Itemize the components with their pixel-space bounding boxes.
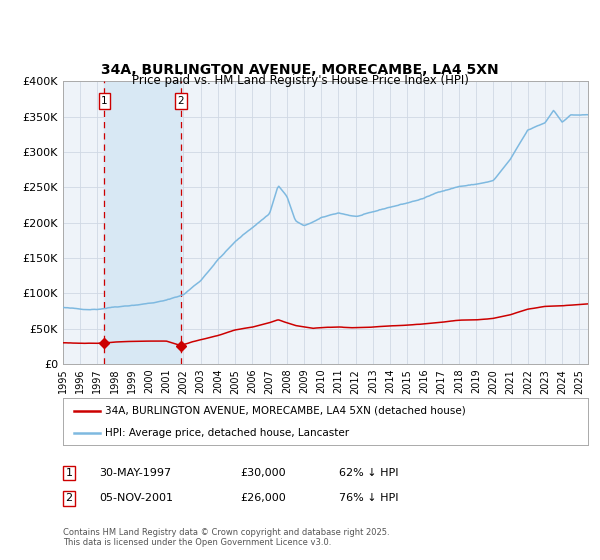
Text: 62% ↓ HPI: 62% ↓ HPI [339,468,398,478]
Text: 30-MAY-1997: 30-MAY-1997 [99,468,171,478]
Text: 34A, BURLINGTON AVENUE, MORECAMBE, LA4 5XN (detached house): 34A, BURLINGTON AVENUE, MORECAMBE, LA4 5… [105,406,466,416]
Text: 1: 1 [65,468,73,478]
Bar [104,81,181,364]
Text: 76% ↓ HPI: 76% ↓ HPI [339,493,398,503]
Text: 34A, BURLINGTON AVENUE, MORECAMBE, LA4 5XN: 34A, BURLINGTON AVENUE, MORECAMBE, LA4 5… [101,63,499,77]
Text: 1: 1 [101,96,108,106]
Text: 05-NOV-2001: 05-NOV-2001 [99,493,173,503]
Text: Price paid vs. HM Land Registry's House Price Index (HPI): Price paid vs. HM Land Registry's House … [131,74,469,87]
Text: £26,000: £26,000 [240,493,286,503]
Text: 2: 2 [65,493,73,503]
Text: Contains HM Land Registry data © Crown copyright and database right 2025.
This d: Contains HM Land Registry data © Crown c… [63,528,389,547]
Text: HPI: Average price, detached house, Lancaster: HPI: Average price, detached house, Lanc… [105,428,349,438]
Text: £30,000: £30,000 [240,468,286,478]
Text: 2: 2 [178,96,184,106]
